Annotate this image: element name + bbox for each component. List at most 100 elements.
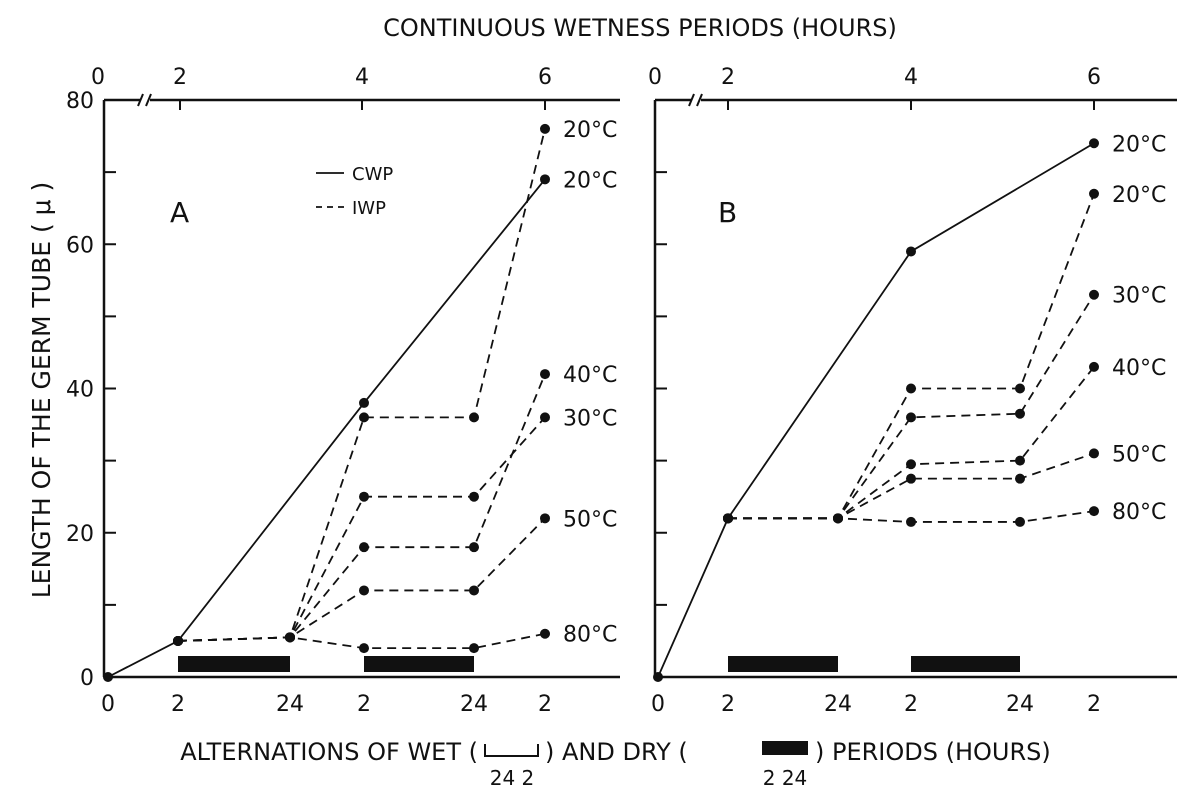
top-tick-label: 0 [91, 65, 105, 90]
data-point [540, 123, 550, 134]
data-point [906, 473, 916, 484]
bottom-tick-label: 24 [824, 692, 852, 717]
iwp-series-line [728, 294, 1095, 520]
bottom-tick-label: 24 [276, 692, 304, 717]
top-tick-label: 4 [355, 65, 369, 90]
data-point [1089, 188, 1099, 199]
data-point [469, 542, 479, 553]
bottom-tick-label: 24 [1006, 692, 1034, 717]
data-point [540, 369, 550, 380]
axis-break-gap [140, 94, 150, 106]
bottom-tick-label: 2 [1087, 692, 1101, 717]
series-end-label: 20°C [563, 118, 617, 143]
series-end-label: 20°C [563, 168, 617, 193]
panel-label: B [718, 196, 737, 229]
y-tick-label: 80 [66, 89, 94, 114]
bottom-tick-label: 2 [357, 692, 371, 717]
x-axis-title-part-1: ALTERNATIONS OF WET ( [180, 738, 478, 766]
data-point [359, 491, 369, 502]
y-axis-title: LENGTH OF THE GERM TUBE ( μ ) [27, 182, 56, 599]
series-end-label: 30°C [1112, 284, 1166, 309]
legend-label: CWP [352, 164, 393, 185]
wet-period-symbol [484, 744, 539, 757]
data-point [1015, 455, 1025, 466]
data-point [723, 513, 733, 524]
bottom-tick-label: 0 [651, 692, 665, 717]
legend-label: IWP [352, 198, 386, 219]
cwp-series-line [107, 178, 546, 678]
data-point [1089, 138, 1099, 149]
y-tick-label: 20 [66, 522, 94, 547]
iwp-series-line [728, 193, 1095, 520]
data-point [906, 383, 916, 394]
series-end-label: 20°C [1112, 183, 1166, 208]
data-point [285, 632, 295, 643]
top-axis-title: CONTINUOUS WETNESS PERIODS (HOURS) [383, 14, 897, 42]
data-point [359, 585, 369, 596]
top-tick-label: 2 [721, 65, 735, 90]
dry-symbol-hours: 2 24 [763, 766, 808, 788]
wet-symbol-hours: 24 2 [490, 766, 535, 788]
data-point [1015, 516, 1025, 527]
bottom-tick-label: 2 [904, 692, 918, 717]
series-end-label: 40°C [563, 363, 617, 388]
data-point [1089, 506, 1099, 517]
series-end-label: 80°C [1112, 500, 1166, 525]
bottom-tick-label: 0 [101, 692, 115, 717]
data-point [540, 628, 550, 639]
data-point [906, 412, 916, 423]
cwp-series-line [657, 142, 1095, 678]
data-point [540, 174, 550, 185]
data-point [653, 672, 663, 682]
data-point [540, 513, 550, 524]
data-point [1089, 448, 1099, 459]
y-tick-label: 60 [66, 233, 94, 258]
data-point [359, 542, 369, 553]
axis-break-mark [696, 93, 703, 107]
x-axis-title-part-3: ) PERIODS (HOURS) [815, 738, 1051, 766]
top-tick-label: 6 [538, 65, 552, 90]
series-end-label: 40°C [1112, 356, 1166, 381]
data-point [1089, 289, 1099, 300]
dry-period-bar [364, 656, 474, 672]
axis-break-mark [688, 93, 695, 107]
iwp-series-line [177, 416, 546, 642]
dry-period-symbol [762, 741, 808, 755]
dry-period-bar [728, 656, 838, 672]
top-tick-label: 4 [904, 65, 918, 90]
series-end-label: 50°C [1112, 442, 1166, 467]
x-axis-title-part-2: ) AND DRY ( [545, 738, 688, 766]
data-point [833, 513, 843, 524]
axis-break-mark [145, 93, 152, 107]
data-point [359, 412, 369, 423]
data-point [173, 635, 183, 646]
series-end-label: 80°C [563, 623, 617, 648]
data-point [906, 516, 916, 527]
bottom-tick-label: 2 [171, 692, 185, 717]
data-point [906, 246, 916, 257]
bottom-tick-label: 24 [460, 692, 488, 717]
series-end-label: 30°C [563, 406, 617, 431]
bottom-tick-label: 2 [721, 692, 735, 717]
panel-b: 0 2 4 60 2 24 2 24 220°C20°C30°C40°C50°C80°CB [648, 65, 1177, 717]
data-point [1015, 408, 1025, 419]
data-point [103, 672, 113, 682]
data-point [359, 643, 369, 654]
panel-label: A [170, 196, 189, 229]
data-point [540, 412, 550, 423]
top-tick-label: 2 [173, 65, 187, 90]
axis-break-gap [691, 94, 701, 106]
y-tick-label: 0 [80, 666, 94, 691]
legend: CWP IWP [316, 164, 393, 219]
top-tick-label: 0 [648, 65, 662, 90]
dry-period-bar [911, 656, 1020, 672]
top-tick-label: 6 [1087, 65, 1101, 90]
data-point [1015, 473, 1025, 484]
data-point [469, 585, 479, 596]
y-tick-label: 40 [66, 378, 94, 403]
data-point [1089, 361, 1099, 372]
dry-period-bar [178, 656, 290, 672]
